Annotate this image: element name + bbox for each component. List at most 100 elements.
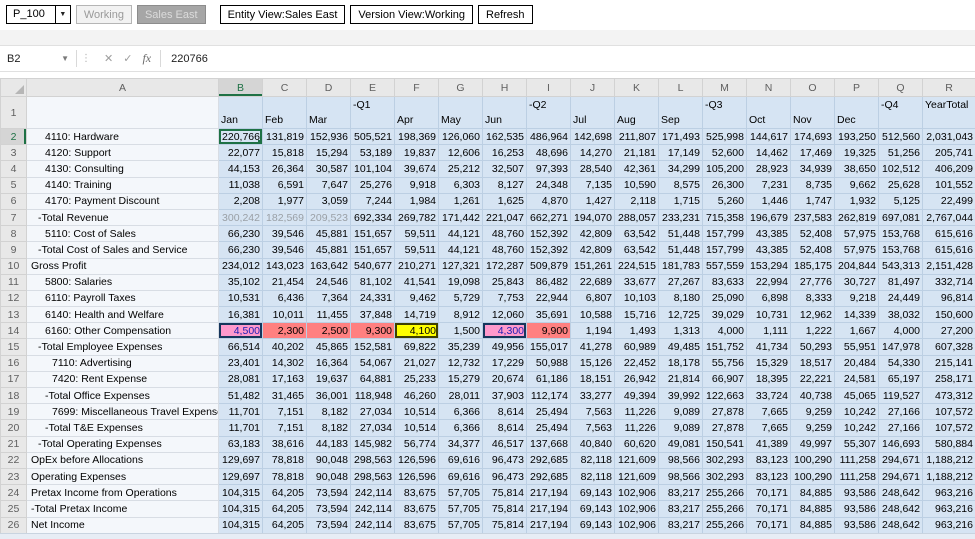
cell-E26[interactable]: 242,114 bbox=[350, 516, 395, 533]
cell-I4[interactable]: 97,393 bbox=[526, 160, 571, 178]
cell-A26[interactable]: Net Income bbox=[26, 516, 219, 533]
cell-C20[interactable]: 7,151 bbox=[262, 419, 307, 437]
cell-N5[interactable]: 7,231 bbox=[746, 176, 791, 194]
cell-H13[interactable]: 12,060 bbox=[482, 306, 527, 324]
cell-Q11[interactable]: 81,497 bbox=[878, 273, 923, 291]
cell-Q25[interactable]: 248,642 bbox=[878, 500, 923, 518]
cell-E18[interactable]: 118,948 bbox=[350, 386, 395, 405]
cell-O13[interactable]: 12,962 bbox=[790, 306, 835, 324]
cell-H19[interactable]: 8,614 bbox=[482, 403, 527, 421]
version-view-button[interactable]: Version View:Working bbox=[350, 5, 474, 24]
cell-O24[interactable]: 84,885 bbox=[790, 484, 835, 502]
cell-A2[interactable]: 4110: Hardware bbox=[26, 127, 219, 146]
col-header-N[interactable]: N bbox=[746, 78, 791, 97]
cell-D5[interactable]: 7,647 bbox=[306, 176, 351, 194]
cell-N10[interactable]: 153,294 bbox=[746, 257, 791, 275]
cell-G8[interactable]: 44,121 bbox=[438, 225, 483, 243]
cell-C25[interactable]: 64,205 bbox=[262, 500, 307, 518]
cell-R1[interactable]: YearTotal bbox=[922, 96, 975, 129]
cell-E20[interactable]: 27,034 bbox=[350, 419, 395, 437]
cell-K10[interactable]: 224,515 bbox=[614, 257, 659, 275]
cell-F12[interactable]: 9,462 bbox=[394, 289, 439, 308]
cell-N11[interactable]: 22,994 bbox=[746, 273, 791, 291]
cell-O10[interactable]: 185,175 bbox=[790, 257, 835, 275]
cell-I14[interactable]: 9,900 bbox=[526, 322, 571, 340]
cell-P18[interactable]: 45,065 bbox=[834, 386, 879, 405]
cell-I6[interactable]: 4,870 bbox=[526, 192, 571, 210]
cell-F26[interactable]: 83,675 bbox=[394, 516, 439, 533]
cell-B3[interactable]: 22,077 bbox=[218, 144, 263, 162]
cell-M8[interactable]: 157,799 bbox=[702, 225, 747, 243]
col-header-C[interactable]: C bbox=[262, 78, 307, 97]
cell-M7[interactable]: 715,358 bbox=[702, 208, 747, 227]
cell-A23[interactable]: Operating Expenses bbox=[26, 467, 219, 486]
cell-R14[interactable]: 27,200 bbox=[922, 322, 975, 340]
cell-O26[interactable]: 84,885 bbox=[790, 516, 835, 533]
cell-P9[interactable]: 57,975 bbox=[834, 241, 879, 259]
cell-Q19[interactable]: 27,166 bbox=[878, 403, 923, 421]
col-header-D[interactable]: D bbox=[306, 78, 351, 97]
cell-B10[interactable]: 234,012 bbox=[218, 257, 263, 275]
cell-J18[interactable]: 33,277 bbox=[570, 386, 615, 405]
cell-E12[interactable]: 24,331 bbox=[350, 289, 395, 308]
cell-D12[interactable]: 7,364 bbox=[306, 289, 351, 308]
cell-H21[interactable]: 46,517 bbox=[482, 435, 527, 453]
cell-D25[interactable]: 73,594 bbox=[306, 500, 351, 518]
cell-C18[interactable]: 31,465 bbox=[262, 386, 307, 405]
cell-F11[interactable]: 41,541 bbox=[394, 273, 439, 291]
cell-O12[interactable]: 8,333 bbox=[790, 289, 835, 308]
cell-P12[interactable]: 9,218 bbox=[834, 289, 879, 308]
cell-G13[interactable]: 8,912 bbox=[438, 306, 483, 324]
col-header-P[interactable]: P bbox=[834, 78, 879, 97]
cell-J3[interactable]: 14,270 bbox=[570, 144, 615, 162]
cell-P16[interactable]: 20,484 bbox=[834, 354, 879, 372]
cell-I12[interactable]: 22,944 bbox=[526, 289, 571, 308]
cell-K13[interactable]: 15,716 bbox=[614, 306, 659, 324]
row-header-16[interactable]: 16 bbox=[0, 354, 27, 372]
cell-D19[interactable]: 8,182 bbox=[306, 403, 351, 421]
cell-J4[interactable]: 28,540 bbox=[570, 160, 615, 178]
cell-J26[interactable]: 69,143 bbox=[570, 516, 615, 533]
cell-H16[interactable]: 17,229 bbox=[482, 354, 527, 372]
cell-I23[interactable]: 292,685 bbox=[526, 467, 571, 486]
col-header-K[interactable]: K bbox=[614, 78, 659, 97]
cell-F24[interactable]: 83,675 bbox=[394, 484, 439, 502]
cell-O17[interactable]: 22,221 bbox=[790, 370, 835, 389]
cell-M19[interactable]: 27,878 bbox=[702, 403, 747, 421]
cell-H18[interactable]: 37,903 bbox=[482, 386, 527, 405]
cell-Q24[interactable]: 248,642 bbox=[878, 484, 923, 502]
cell-M10[interactable]: 557,559 bbox=[702, 257, 747, 275]
cell-D8[interactable]: 45,881 bbox=[306, 225, 351, 243]
cell-K4[interactable]: 42,361 bbox=[614, 160, 659, 178]
cell-F6[interactable]: 1,984 bbox=[394, 192, 439, 210]
cell-Q21[interactable]: 146,693 bbox=[878, 435, 923, 453]
cell-G23[interactable]: 69,616 bbox=[438, 467, 483, 486]
cell-R15[interactable]: 607,328 bbox=[922, 338, 975, 356]
cell-L22[interactable]: 98,566 bbox=[658, 451, 703, 469]
cell-L3[interactable]: 17,149 bbox=[658, 144, 703, 162]
cell-E9[interactable]: 151,657 bbox=[350, 241, 395, 259]
cell-A14[interactable]: 6160: Other Compensation bbox=[26, 322, 219, 340]
cell-M4[interactable]: 105,200 bbox=[702, 160, 747, 178]
col-header-B[interactable]: B bbox=[218, 78, 263, 97]
cell-E4[interactable]: 101,104 bbox=[350, 160, 395, 178]
cell-K22[interactable]: 121,609 bbox=[614, 451, 659, 469]
cell-O1[interactable]: Nov bbox=[790, 96, 835, 129]
cell-N19[interactable]: 7,665 bbox=[746, 403, 791, 421]
cell-G25[interactable]: 57,705 bbox=[438, 500, 483, 518]
cell-E14[interactable]: 9,300 bbox=[350, 322, 395, 340]
cell-P26[interactable]: 93,586 bbox=[834, 516, 879, 533]
cell-F20[interactable]: 10,514 bbox=[394, 419, 439, 437]
cell-I3[interactable]: 48,696 bbox=[526, 144, 571, 162]
fill-handle[interactable] bbox=[258, 140, 262, 144]
cell-J8[interactable]: 42,809 bbox=[570, 225, 615, 243]
cell-K9[interactable]: 63,542 bbox=[614, 241, 659, 259]
cell-M25[interactable]: 255,266 bbox=[702, 500, 747, 518]
cell-N14[interactable]: 1,111 bbox=[746, 322, 791, 340]
cell-J23[interactable]: 82,118 bbox=[570, 467, 615, 486]
cell-C10[interactable]: 143,023 bbox=[262, 257, 307, 275]
cell-P2[interactable]: 193,250 bbox=[834, 127, 879, 146]
cell-H9[interactable]: 48,760 bbox=[482, 241, 527, 259]
cell-C26[interactable]: 64,205 bbox=[262, 516, 307, 533]
cell-N6[interactable]: 1,446 bbox=[746, 192, 791, 210]
